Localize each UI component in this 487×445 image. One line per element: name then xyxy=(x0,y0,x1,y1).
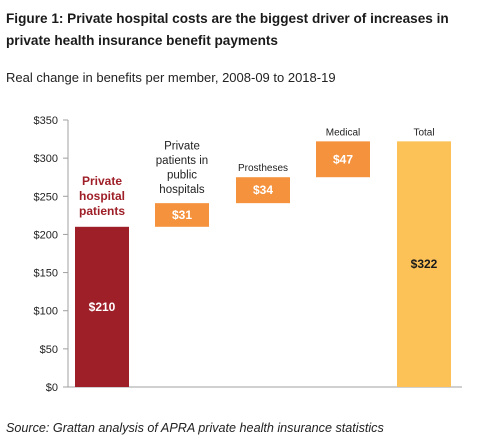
y-tick-label: $100 xyxy=(34,306,58,318)
chart-source: Source: Grattan analysis of APRA private… xyxy=(6,421,384,435)
bar-total xyxy=(397,141,451,387)
waterfall-chart: $0 $50 $100 $150 $200 $250 $300 $350 $210 $31 $34… xyxy=(34,115,462,394)
data-label: $210 xyxy=(89,300,116,314)
y-tick-label: $250 xyxy=(34,191,58,203)
bar-private-patients-in-public-hospitals xyxy=(155,203,209,227)
bar-prostheses xyxy=(236,177,290,204)
category-label-line: Private xyxy=(164,141,200,153)
category-label-line: Medical xyxy=(326,127,360,138)
category-label: Prostheses xyxy=(238,163,288,174)
y-tick-label: $200 xyxy=(34,229,58,241)
category-label-line: Private xyxy=(82,174,122,188)
bar-private-hospital-patients xyxy=(75,226,129,387)
category-label-line: patients xyxy=(79,204,125,218)
category-label-line: public xyxy=(167,170,197,182)
chart-subtitle: Real change in benefits per member, 2008… xyxy=(6,70,336,85)
y-tick-label: $300 xyxy=(34,153,58,165)
data-label: $47 xyxy=(333,152,353,166)
chart-bars xyxy=(75,141,451,387)
category-label: Private hospital patients xyxy=(79,174,125,218)
category-label: Medical xyxy=(326,127,360,138)
category-label-line: Prostheses xyxy=(238,163,288,174)
data-label: $34 xyxy=(253,183,273,197)
bar-medical xyxy=(316,141,370,178)
y-tick-label: $350 xyxy=(34,115,58,127)
y-tick-label: $150 xyxy=(34,268,58,280)
category-label: Total xyxy=(413,127,434,138)
category-label-line: Total xyxy=(413,127,434,138)
chart-title: Figure 1: Private hospital costs are the… xyxy=(6,11,449,48)
category-label-line: patients in xyxy=(156,155,208,167)
data-label: $322 xyxy=(411,257,438,271)
category-label: Private patients in public hospitals xyxy=(156,141,208,197)
y-tick-label: $0 xyxy=(46,382,58,394)
category-label-line: hospitals xyxy=(159,184,205,196)
y-axis: $0 $50 $100 $150 $200 $250 $300 $350 xyxy=(34,115,462,394)
category-label-line: hospital xyxy=(79,189,125,203)
data-label: $31 xyxy=(172,208,192,222)
y-tick-label: $50 xyxy=(40,344,58,356)
